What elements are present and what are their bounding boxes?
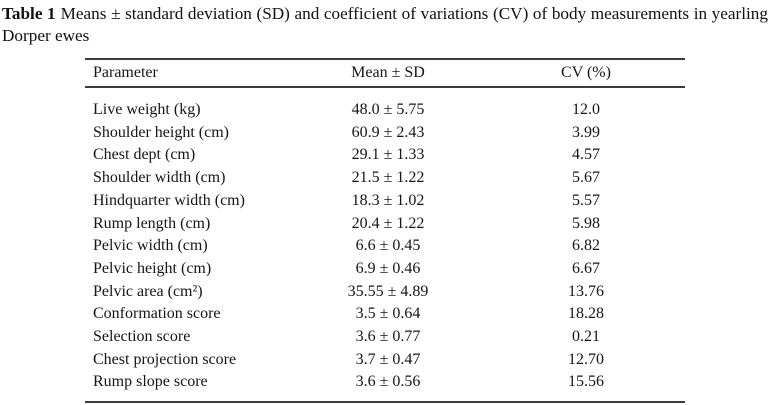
cv-cell: 15.56: [568, 373, 604, 391]
parameter-cell: Shoulder width (cm): [93, 169, 226, 187]
mean-sd-cell: 3.6 ± 0.77: [355, 328, 421, 346]
table-row: Chest dept (cm) 29.1 ± 1.33 4.57: [85, 144, 685, 167]
table-row: Shoulder width (cm) 21.5 ± 1.22 5.67: [85, 167, 685, 190]
mean-sd-cell: 60.9 ± 2.43: [351, 123, 425, 141]
parameter-cell: Live weight (kg): [93, 101, 201, 119]
table-row: Hindquarter width (cm) 18.3 ± 1.02 5.57: [85, 190, 685, 213]
parameter-cell: Shoulder height (cm): [93, 123, 229, 141]
mean-sd-cell: 6.9 ± 0.46: [355, 259, 421, 277]
table-row: Shoulder height (cm) 60.9 ± 2.43 3.99: [85, 122, 685, 145]
mean-sd-cell: 29.1 ± 1.33: [351, 146, 425, 164]
cv-cell: 12.0: [572, 101, 600, 119]
mean-sd-cell: 20.4 ± 1.22: [351, 214, 425, 232]
cv-cell: 5.57: [572, 191, 600, 209]
table-body: Live weight (kg) 48.0 ± 5.75 12.0 Shoulder …: [85, 88, 685, 401]
table-caption: Table 1 Means ± standard deviation (SD) a…: [0, 3, 770, 47]
parameter-cell: Rump length (cm): [93, 214, 211, 232]
parameter-cell: Chest projection score: [93, 350, 237, 368]
table-row: Rump slope score 3.6 ± 0.56 15.56: [85, 371, 685, 394]
table-header-row: Parameter Mean ± SD CV (%): [85, 60, 685, 86]
mean-sd-cell: 3.6 ± 0.56: [355, 373, 421, 391]
table-row: Chest projection score 3.7 ± 0.47 12.70: [85, 349, 685, 372]
parameter-cell: Chest dept (cm): [93, 146, 196, 164]
cv-cell: 13.76: [568, 282, 604, 300]
table-top-rule: [85, 58, 685, 61]
table-row: Conformation score 3.5 ± 0.64 18.28: [85, 303, 685, 326]
table-row: Live weight (kg) 48.0 ± 5.75 12.0: [85, 99, 685, 122]
column-header-mean-sd: Mean ± SD: [351, 64, 425, 82]
table-row: Pelvic height (cm) 6.9 ± 0.46 6.67: [85, 258, 685, 281]
mean-sd-cell: 35.55 ± 4.89: [347, 282, 429, 300]
table-row: Pelvic area (cm²) 35.55 ± 4.89 13.76: [85, 281, 685, 304]
table-row: Rump length (cm) 20.4 ± 1.22 5.98: [85, 213, 685, 236]
table-bottom-rule: [85, 401, 685, 404]
mean-sd-cell: 3.5 ± 0.64: [355, 305, 421, 323]
parameter-cell: Pelvic height (cm): [93, 259, 212, 277]
cv-cell: 5.98: [572, 214, 600, 232]
parameter-cell: Pelvic width (cm): [93, 237, 208, 255]
mean-sd-cell: 6.6 ± 0.45: [355, 237, 421, 255]
cv-cell: 6.82: [572, 237, 600, 255]
cv-cell: 12.70: [568, 350, 604, 368]
parameter-cell: Pelvic area (cm²): [93, 282, 203, 300]
table-caption-label: Table 1: [2, 4, 56, 23]
column-header-parameter: Parameter: [93, 64, 158, 82]
cv-cell: 18.28: [568, 305, 604, 323]
cv-cell: 3.99: [572, 123, 600, 141]
cv-cell: 5.67: [572, 169, 600, 187]
parameter-cell: Conformation score: [93, 305, 221, 323]
measurements-table: Parameter Mean ± SD CV (%) Live weight (…: [85, 58, 685, 404]
parameter-cell: Rump slope score: [93, 373, 208, 391]
parameter-cell: Selection score: [93, 328, 191, 346]
table-row: Pelvic width (cm) 6.6 ± 0.45 6.82: [85, 235, 685, 258]
cv-cell: 4.57: [572, 146, 600, 164]
cv-cell: 0.21: [572, 328, 600, 346]
column-header-cv: CV (%): [561, 64, 611, 82]
mean-sd-cell: 18.3 ± 1.02: [351, 191, 425, 209]
table-header-rule: [85, 86, 685, 89]
mean-sd-cell: 21.5 ± 1.22: [351, 169, 425, 187]
cv-cell: 6.67: [572, 259, 600, 277]
table-caption-text: Means ± standard deviation (SD) and coef…: [2, 4, 768, 46]
table-row: Selection score 3.6 ± 0.77 0.21: [85, 326, 685, 349]
mean-sd-cell: 3.7 ± 0.47: [355, 350, 421, 368]
parameter-cell: Hindquarter width (cm): [93, 191, 245, 209]
mean-sd-cell: 48.0 ± 5.75: [351, 101, 425, 119]
